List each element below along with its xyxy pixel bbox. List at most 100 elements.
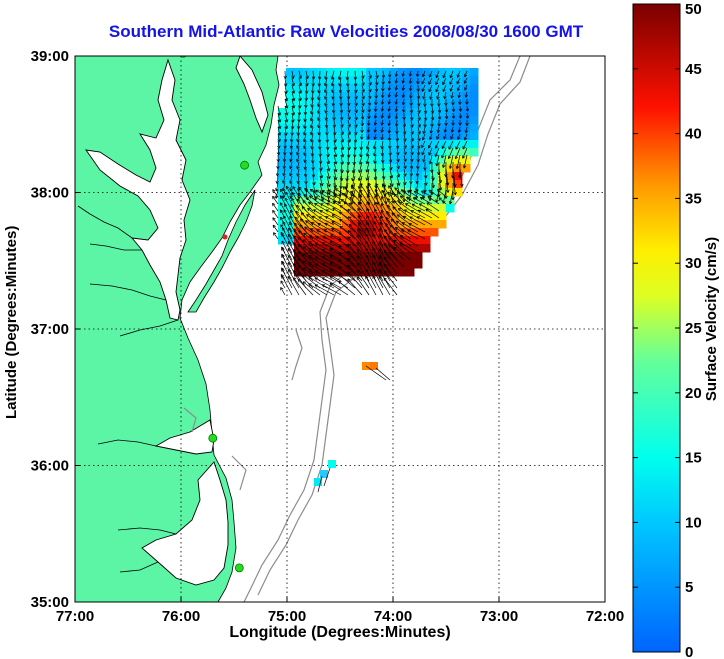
velocity-cell	[446, 100, 455, 109]
velocity-vector	[458, 126, 461, 133]
colorbar	[632, 3, 681, 653]
velocity-vector	[442, 154, 447, 168]
velocity-vector	[361, 70, 364, 79]
velocity-vector	[443, 133, 447, 140]
velocity-vector-head	[347, 250, 349, 254]
velocity-vector	[396, 140, 399, 149]
velocity-vector	[435, 84, 440, 93]
velocity-vector-head	[359, 189, 363, 192]
velocity-cell	[422, 92, 431, 101]
velocity-vector-head	[304, 226, 307, 230]
velocity-vector-head	[296, 145, 298, 149]
velocity-vector-head	[398, 174, 401, 178]
velocity-cell	[350, 260, 359, 269]
velocity-vector-head	[464, 88, 468, 91]
velocity-vector-head	[374, 137, 377, 140]
velocity-vector-head	[307, 83, 309, 87]
velocity-cell	[310, 84, 319, 93]
velocity-cell	[302, 268, 311, 277]
velocity-vector	[375, 105, 377, 112]
velocity-vector-head	[310, 228, 313, 232]
velocity-vector	[342, 186, 356, 198]
velocity-cell	[406, 156, 415, 165]
velocity-vector-head	[381, 101, 385, 105]
velocity-vector-head	[282, 221, 286, 224]
velocity-vector-head	[409, 166, 413, 170]
velocity-vector-head	[357, 228, 361, 231]
velocity-vector-head	[372, 261, 376, 264]
velocity-vector-head	[290, 203, 294, 207]
velocity-vector-head	[361, 136, 364, 140]
velocity-vector	[410, 105, 413, 113]
velocity-cell	[366, 164, 375, 173]
velocity-vector-head	[351, 184, 353, 188]
velocity-cell	[454, 156, 463, 165]
velocity-vector-head	[327, 189, 331, 193]
velocity-cell	[278, 228, 287, 237]
velocity-vector-head	[373, 177, 376, 181]
velocity-vector-head	[466, 101, 469, 105]
velocity-vector-head	[308, 241, 311, 245]
velocity-cell	[294, 68, 303, 77]
velocity-vector-head	[340, 103, 343, 107]
velocity-vector	[339, 84, 342, 93]
velocity-cell	[406, 92, 415, 101]
velocity-vector	[347, 133, 351, 143]
velocity-vector-head	[363, 102, 365, 106]
velocity-cell	[382, 180, 391, 189]
velocity-vector-head	[296, 188, 299, 192]
velocity-vector-head	[288, 227, 292, 230]
velocity-vector-head	[299, 224, 301, 228]
velocity-vector-head	[438, 123, 441, 127]
velocity-vector-head	[284, 132, 287, 136]
velocity-vector	[383, 270, 398, 289]
velocity-vector	[303, 140, 307, 149]
velocity-cell	[318, 92, 327, 101]
velocity-vector	[458, 91, 461, 98]
velocity-vector-head	[388, 237, 390, 241]
velocity-vector	[455, 147, 461, 159]
velocity-vector-head	[417, 131, 421, 135]
velocity-vector	[326, 154, 330, 164]
velocity-cell	[438, 124, 447, 133]
velocity-cell	[366, 132, 375, 141]
velocity-cell	[374, 204, 383, 213]
velocity-vector	[403, 175, 406, 185]
velocity-cell	[334, 116, 343, 125]
velocity-vector-head	[357, 207, 361, 210]
velocity-vector-head	[388, 185, 392, 188]
velocity-cell	[382, 252, 391, 261]
velocity-cell	[374, 140, 383, 149]
velocity-vector-head	[421, 81, 425, 85]
velocity-vector	[424, 105, 427, 114]
velocity-vector	[356, 241, 370, 261]
velocity-vector	[388, 91, 391, 98]
velocity-cell	[406, 124, 415, 133]
velocity-vector	[417, 140, 420, 149]
velocity-vector	[333, 119, 335, 128]
velocity-cell	[462, 84, 471, 93]
velocity-cell	[454, 116, 463, 125]
velocity-vector-head	[435, 82, 439, 85]
velocity-vector-head	[317, 117, 319, 121]
velocity-vector	[325, 105, 328, 114]
velocity-vector-head	[422, 96, 424, 100]
velocity-vector-head	[406, 196, 409, 200]
velocity-vector	[318, 84, 321, 93]
velocity-vector	[338, 273, 356, 289]
velocity-vector-head	[388, 251, 390, 255]
velocity-cell	[366, 236, 375, 245]
velocity-vector-head	[339, 232, 343, 234]
velocity-vector-head	[410, 159, 413, 162]
velocity-vector-head	[448, 165, 451, 169]
velocity-vector-head	[301, 206, 304, 210]
velocity-cell	[374, 68, 383, 77]
velocity-vector-head	[303, 173, 306, 177]
velocity-vector-head	[289, 152, 292, 156]
velocity-vector	[310, 126, 314, 136]
velocity-cell	[374, 124, 383, 133]
velocity-cell	[294, 236, 303, 245]
velocity-vector-head	[334, 124, 337, 128]
velocity-vector-head	[388, 244, 390, 248]
velocity-vector	[340, 199, 356, 212]
